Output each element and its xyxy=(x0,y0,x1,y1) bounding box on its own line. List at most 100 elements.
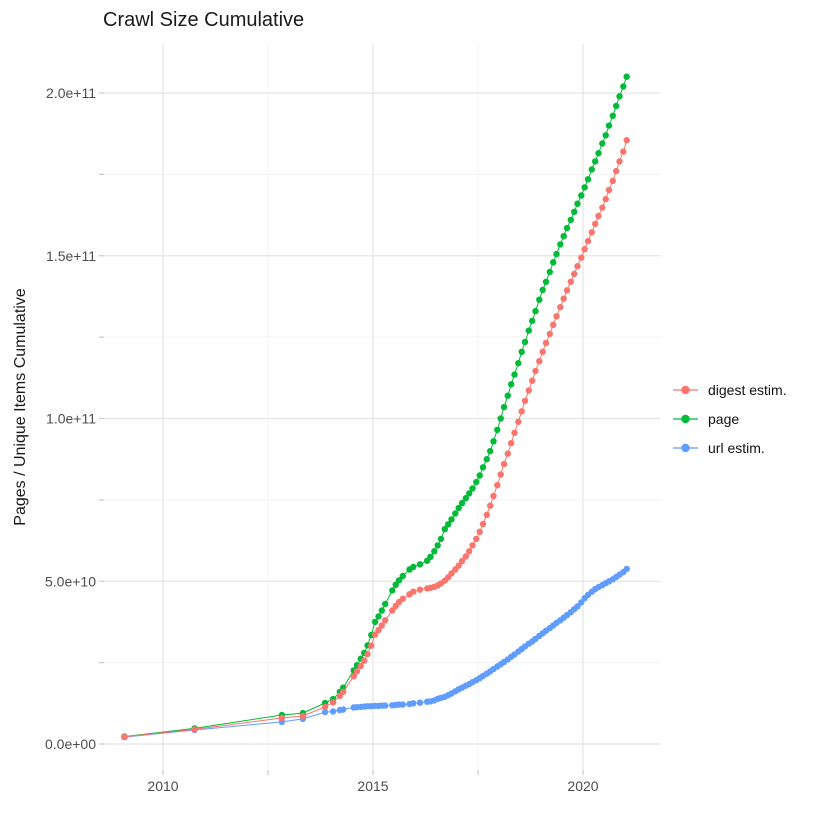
data-point xyxy=(353,668,361,675)
data-point xyxy=(368,642,375,649)
data-point xyxy=(599,140,606,147)
x-tick-label: 2010 xyxy=(147,778,178,794)
data-point xyxy=(375,613,382,620)
data-point xyxy=(416,699,424,706)
data-point xyxy=(557,241,564,248)
data-point xyxy=(490,492,497,500)
data-point xyxy=(521,397,529,405)
data-point xyxy=(602,195,609,203)
data-point xyxy=(476,528,483,535)
data-point xyxy=(602,132,609,139)
legend-key-page-icon xyxy=(673,414,698,424)
x-tick-label: 2015 xyxy=(357,778,388,794)
data-point xyxy=(620,83,627,90)
data-point xyxy=(500,460,508,468)
data-point xyxy=(613,167,620,175)
data-point xyxy=(521,338,529,346)
data-point xyxy=(399,701,406,708)
data-point xyxy=(299,712,307,720)
series-digest-estim- xyxy=(121,137,630,740)
data-point xyxy=(508,381,515,388)
data-point xyxy=(515,360,522,367)
data-point xyxy=(357,662,364,670)
data-point xyxy=(500,403,508,411)
data-point xyxy=(525,327,532,334)
data-point xyxy=(340,688,347,696)
data-point xyxy=(364,651,371,658)
data-point xyxy=(371,631,379,638)
data-point xyxy=(553,313,560,320)
y-tick-label: 5.0e+10 xyxy=(45,573,96,589)
data-point xyxy=(511,371,518,378)
data-point xyxy=(466,490,473,497)
data-point xyxy=(378,607,385,614)
data-point xyxy=(567,216,574,224)
data-point xyxy=(350,673,357,680)
data-point xyxy=(588,166,595,173)
y-tick-label: 0.0e+00 xyxy=(45,736,96,752)
data-point xyxy=(487,447,494,455)
data-point xyxy=(458,557,466,565)
series-line xyxy=(124,568,628,738)
data-point xyxy=(542,339,550,347)
y-tick-label: 1.5e+11 xyxy=(46,248,96,264)
data-point xyxy=(434,542,441,549)
data-point xyxy=(578,254,585,261)
data-point xyxy=(595,212,602,220)
data-point xyxy=(605,122,613,129)
data-point xyxy=(518,348,525,355)
data-point xyxy=(623,73,630,80)
legend-label-digest: digest estim. xyxy=(708,382,787,398)
data-point xyxy=(448,516,455,523)
data-point xyxy=(392,581,399,588)
data-point xyxy=(416,586,424,593)
data-point xyxy=(542,278,550,285)
data-point xyxy=(550,259,557,266)
data-point xyxy=(399,595,406,602)
data-point xyxy=(416,561,424,568)
data-point xyxy=(571,270,578,278)
data-point xyxy=(479,464,487,471)
data-point xyxy=(441,526,448,533)
data-point xyxy=(497,415,504,422)
data-point xyxy=(395,577,403,584)
data-point xyxy=(563,224,571,232)
data-point xyxy=(340,706,347,713)
data-point xyxy=(410,588,417,595)
data-point xyxy=(529,317,536,325)
data-point xyxy=(469,485,476,492)
data-point xyxy=(613,102,620,110)
data-point xyxy=(483,456,490,463)
data-point xyxy=(321,703,329,711)
data-point xyxy=(511,429,518,436)
data-point xyxy=(479,520,487,528)
data-point xyxy=(389,587,396,594)
data-point xyxy=(536,358,543,365)
data-point xyxy=(427,553,434,560)
data-point xyxy=(329,699,337,706)
data-point xyxy=(504,450,511,457)
data-point xyxy=(462,553,469,560)
data-point xyxy=(536,296,543,303)
data-point xyxy=(278,714,286,722)
data-point xyxy=(532,307,539,315)
series-page xyxy=(121,73,630,740)
data-point xyxy=(431,548,438,555)
data-point xyxy=(588,229,595,236)
data-point xyxy=(546,268,553,276)
data-point xyxy=(497,471,504,478)
data-point xyxy=(399,572,406,580)
data-point xyxy=(518,408,525,415)
data-point xyxy=(605,186,613,194)
data-point xyxy=(539,348,546,355)
data-point xyxy=(616,158,623,165)
series-url-estim- xyxy=(121,565,630,741)
legend: digest estim. page url estim. xyxy=(672,380,787,458)
data-point xyxy=(592,220,599,228)
data-point xyxy=(371,618,379,626)
y-tick-label: 1.0e+11 xyxy=(46,411,96,427)
data-point xyxy=(557,304,564,311)
gridlines xyxy=(104,44,660,770)
